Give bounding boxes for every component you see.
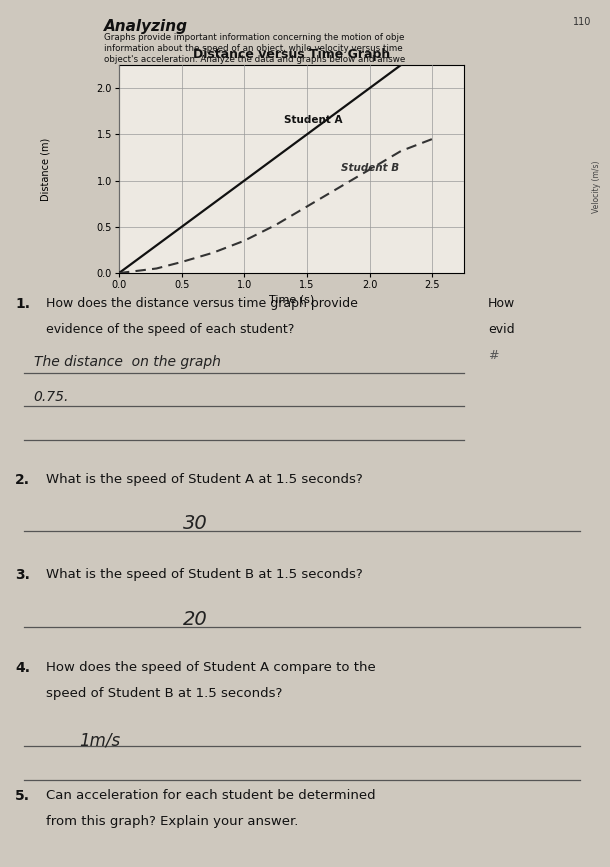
- Text: How does the speed of Student A compare to the: How does the speed of Student A compare …: [46, 661, 376, 674]
- Text: #: #: [488, 349, 498, 362]
- Text: object's acceleration. Analyze the data and graphs below and answe: object's acceleration. Analyze the data …: [104, 55, 405, 64]
- Text: evid: evid: [488, 323, 515, 336]
- Text: Graphs provide important information concerning the motion of obje: Graphs provide important information con…: [104, 33, 404, 42]
- Text: Velocity (m/s): Velocity (m/s): [592, 160, 601, 212]
- Text: Student A: Student A: [284, 115, 342, 125]
- Text: 3.: 3.: [15, 568, 30, 582]
- Text: 20: 20: [183, 610, 208, 629]
- Text: 2.: 2.: [15, 473, 30, 486]
- Text: from this graph? Explain your answer.: from this graph? Explain your answer.: [46, 815, 298, 828]
- Title: Distance versus Time Graph: Distance versus Time Graph: [193, 48, 390, 61]
- Text: evidence of the speed of each student?: evidence of the speed of each student?: [46, 323, 294, 336]
- Text: Student B: Student B: [340, 163, 399, 173]
- Text: The distance  on the graph: The distance on the graph: [34, 355, 220, 369]
- Text: What is the speed of Student A at 1.5 seconds?: What is the speed of Student A at 1.5 se…: [46, 473, 362, 486]
- Text: 4.: 4.: [15, 661, 30, 675]
- Text: 1.: 1.: [15, 297, 30, 310]
- Text: 5.: 5.: [15, 789, 30, 803]
- Text: 1m/s: 1m/s: [79, 732, 120, 750]
- Text: speed of Student B at 1.5 seconds?: speed of Student B at 1.5 seconds?: [46, 687, 282, 700]
- Text: Can acceleration for each student be determined: Can acceleration for each student be det…: [46, 789, 375, 802]
- Text: How: How: [488, 297, 515, 310]
- Text: 110: 110: [573, 17, 592, 28]
- Text: How does the distance versus time graph provide: How does the distance versus time graph …: [46, 297, 357, 310]
- Text: information about the speed of an object, while velocity versus time: information about the speed of an object…: [104, 44, 403, 53]
- Text: What is the speed of Student B at 1.5 seconds?: What is the speed of Student B at 1.5 se…: [46, 568, 362, 581]
- Text: 30: 30: [183, 514, 208, 533]
- Text: 0.75.: 0.75.: [34, 390, 69, 404]
- X-axis label: Time (s): Time (s): [268, 294, 314, 304]
- Text: Analyzing: Analyzing: [104, 19, 188, 34]
- Y-axis label: Distance (m): Distance (m): [40, 138, 50, 200]
